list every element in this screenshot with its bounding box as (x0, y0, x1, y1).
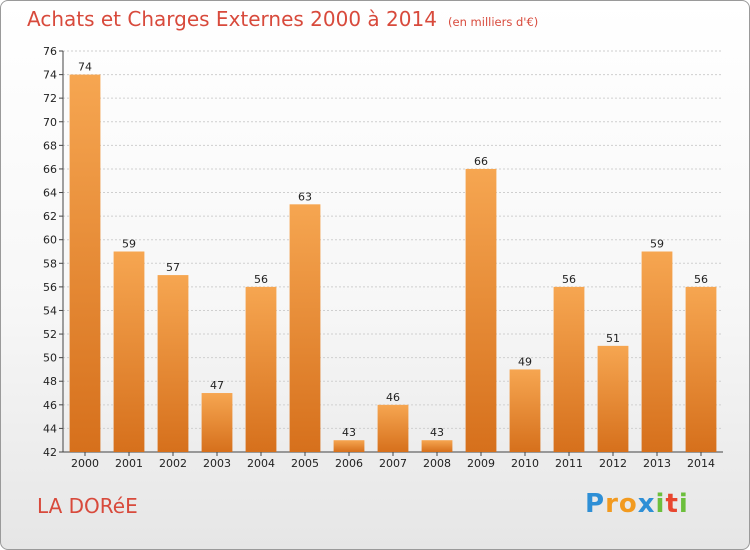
chart-title: Achats et Charges Externes 2000 à 2014 (… (27, 7, 538, 31)
x-tick-label: 2013 (643, 457, 671, 470)
logo-letter: P (585, 489, 606, 519)
logo-letter: t (665, 489, 679, 519)
x-tick-label: 2007 (379, 457, 407, 470)
logo-letter: i (655, 489, 666, 519)
data-label-2005: 63 (298, 190, 312, 203)
bar-2011 (553, 286, 585, 452)
bar-2003 (201, 393, 233, 452)
y-tick-label: 50 (43, 352, 57, 365)
data-label-2009: 66 (474, 155, 488, 168)
bar-2000 (69, 74, 101, 453)
x-tick-label: 2012 (599, 457, 627, 470)
logo-letter: x (637, 489, 656, 519)
logo-letter: r (605, 489, 619, 519)
y-tick-label: 66 (43, 163, 57, 176)
data-labels: 74 59 57 47 56 63 43 46 43 66 49 56 51 59 56 (78, 61, 708, 440)
bars (69, 74, 717, 453)
x-tick-label: 2010 (511, 457, 539, 470)
bar-2014 (685, 286, 717, 452)
y-tick-label: 64 (43, 187, 57, 200)
y-tick-label: 60 (43, 234, 57, 247)
y-tick-label: 74 (43, 69, 57, 82)
unit-text: (en milliers d'€) (448, 15, 539, 29)
y-tick-label: 62 (43, 210, 57, 223)
data-label-2007: 46 (386, 391, 400, 404)
y-tick-label: 68 (43, 139, 57, 152)
y-tick-label: 70 (43, 116, 57, 129)
y-tick-label: 44 (43, 422, 57, 435)
y-tick-label: 54 (43, 304, 57, 317)
y-tick-label: 46 (43, 399, 57, 412)
data-label-2003: 47 (210, 379, 224, 392)
bar-2008 (421, 440, 453, 452)
x-tick-label: 2001 (115, 457, 143, 470)
y-tick-label: 42 (43, 446, 57, 459)
bar-2006 (333, 440, 365, 452)
data-label-2004: 56 (254, 273, 268, 286)
bar-2009 (465, 168, 497, 453)
data-label-2008: 43 (430, 426, 444, 439)
data-label-2000: 74 (78, 61, 92, 74)
y-tick-label: 48 (43, 375, 57, 388)
x-tick-label: 2004 (247, 457, 275, 470)
data-label-2012: 51 (606, 332, 620, 345)
bar-2005 (289, 204, 321, 452)
y-tick-label: 72 (43, 92, 57, 105)
bar-2004 (245, 286, 277, 452)
title-text: Achats et Charges Externes 2000 à 2014 (27, 7, 437, 31)
y-tick-labels: 42 44 46 48 50 52 54 56 58 60 62 64 66 68 70 72 74 76 (43, 45, 57, 459)
data-label-2010: 49 (518, 355, 532, 368)
y-tick-label: 56 (43, 281, 57, 294)
data-label-2011: 56 (562, 273, 576, 286)
bar-2010 (509, 369, 541, 452)
proxiti-logo: Proxiti (585, 489, 689, 519)
data-label-2006: 43 (342, 426, 356, 439)
data-label-2001: 59 (122, 238, 136, 251)
data-label-2002: 57 (166, 261, 180, 274)
bar-2013 (641, 251, 673, 452)
logo-letter: o (618, 489, 638, 519)
y-tick-label: 76 (43, 45, 57, 58)
x-tick-label: 2006 (335, 457, 363, 470)
y-tick-label: 58 (43, 257, 57, 270)
y-tick-label: 52 (43, 328, 57, 341)
bar-2007 (377, 404, 409, 452)
logo-letter: i (678, 489, 689, 519)
bar-2001 (113, 251, 145, 452)
x-tick-label: 2000 (71, 457, 99, 470)
x-tick-label: 2014 (687, 457, 715, 470)
x-tick-label: 2008 (423, 457, 451, 470)
x-tick-label: 2009 (467, 457, 495, 470)
place-name: LA DORéE (37, 494, 138, 518)
data-label-2013: 59 (650, 238, 664, 251)
x-tick-label: 2003 (203, 457, 231, 470)
bar-2002 (157, 275, 189, 452)
bar-2012 (597, 345, 629, 452)
data-label-2014: 56 (694, 273, 708, 286)
x-tick-label: 2002 (159, 457, 187, 470)
x-tick-labels: 2000 2001 2002 2003 2004 2005 2006 2007 2008 2009… (71, 457, 715, 470)
x-tick-label: 2005 (291, 457, 319, 470)
x-tick-label: 2011 (555, 457, 583, 470)
